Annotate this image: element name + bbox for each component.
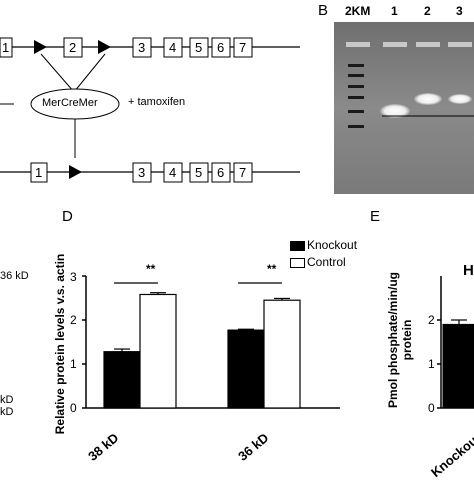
ladder-band [348, 96, 364, 99]
western-size-label: kD [0, 394, 14, 406]
exon-label: 2 [69, 40, 77, 55]
exon-label: 5 [195, 165, 203, 180]
loxp-triangle-icon [69, 165, 82, 179]
gel-well [346, 42, 370, 47]
exon-label: 6 [217, 165, 225, 180]
y-axis-label: Pmol phosphate/min/ug protein [386, 272, 414, 409]
exon-label: 3 [138, 165, 146, 180]
gel-well [416, 42, 440, 47]
exon-box [189, 37, 209, 58]
exon-label: 1 [35, 165, 43, 180]
exon-box [0, 37, 13, 58]
recombination-line [40, 53, 75, 93]
exon-label: 5 [195, 40, 203, 55]
legend-label-knockout: Knockout [307, 238, 358, 252]
legend-label-control: Control [307, 255, 346, 269]
exon-label: 4 [169, 40, 177, 55]
y-tick-label: 1 [428, 357, 435, 371]
exon-box [63, 37, 83, 58]
gel-well [448, 42, 472, 47]
exon-box [189, 162, 209, 183]
exon-label: 6 [217, 40, 225, 55]
y-tick-label: 1 [70, 357, 77, 371]
recombination-line [73, 53, 106, 93]
panel-label-d: D [62, 208, 73, 225]
gel-band [448, 94, 472, 104]
significance-marker: ** [146, 262, 156, 276]
gel-lane-label: 1 [391, 4, 398, 18]
exon-box [163, 162, 183, 183]
exon-label: 3 [138, 40, 146, 55]
western-size-label: 36 kD [0, 270, 29, 282]
legend-swatch-knockout [290, 241, 305, 251]
exon-label: 1 [2, 40, 10, 55]
y-tick-label: 0 [428, 401, 435, 415]
ladder-band [348, 64, 364, 67]
exon-box [132, 162, 152, 183]
exon-box [211, 162, 231, 183]
exon-box [163, 37, 183, 58]
ladder-band [348, 74, 364, 77]
gel-lane-label: 2KM [345, 4, 371, 18]
exon-box [211, 37, 231, 58]
panel-e-fragment-label: H [463, 262, 474, 279]
loxp-triangle-icon [98, 40, 111, 54]
gel-well [383, 42, 407, 47]
bar-control [139, 293, 177, 409]
y-tick-label: 2 [428, 313, 435, 327]
ladder-band [348, 110, 364, 113]
exon-label: 4 [169, 165, 177, 180]
panel-label-b: B [318, 2, 329, 19]
bar-knockout [442, 323, 474, 409]
exon-label: 7 [239, 165, 247, 180]
western-size-label: kD [0, 406, 14, 418]
y-tick-label: 2 [70, 313, 77, 327]
bar-knockout [227, 329, 265, 409]
exon-box [233, 162, 253, 183]
significance-marker: ** [267, 262, 277, 276]
gel-band [414, 93, 442, 105]
exon-box [30, 162, 48, 183]
exon-box [132, 37, 152, 58]
gel-lane-label: 2 [424, 4, 431, 18]
y-tick-label: 3 [70, 270, 77, 284]
legend-swatch-control [290, 258, 305, 268]
exon-box [233, 37, 253, 58]
tamoxifen-label: + tamoxifen [128, 96, 186, 108]
loxp-triangle-icon [34, 40, 47, 54]
ladder-band [348, 85, 364, 88]
mercremer-label: MerCreMer [42, 97, 98, 109]
y-tick-label: 0 [70, 401, 77, 415]
ladder-band [348, 125, 364, 128]
gel-lane-label: 3 [456, 4, 463, 18]
panel-label-e: E [370, 208, 381, 225]
gel-band [380, 104, 410, 118]
exon-label: 7 [239, 40, 247, 55]
